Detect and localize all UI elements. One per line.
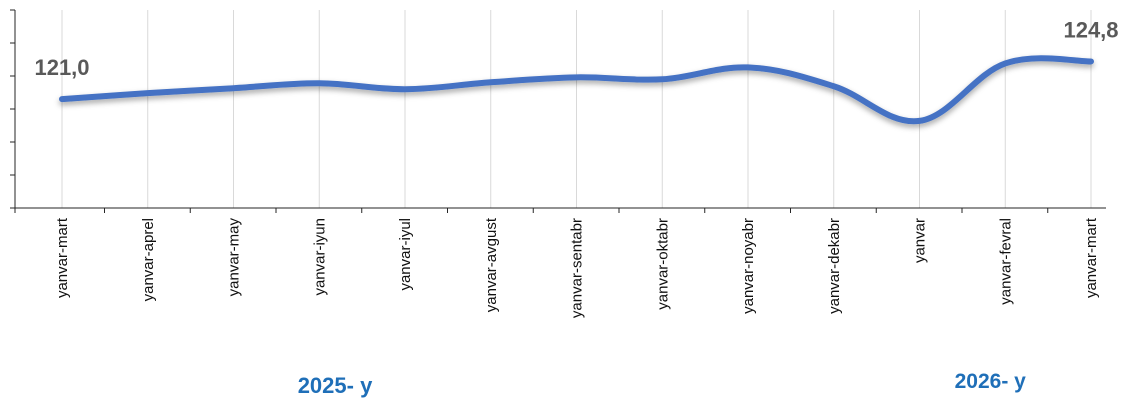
- x-tick-label: yanvar-noyabr: [740, 218, 757, 314]
- data-point: [233, 88, 234, 89]
- series-line: [59, 55, 1094, 125]
- x-tick-label: yanvar-mart: [54, 217, 71, 298]
- data-point: [833, 86, 834, 87]
- year-label: 2025- y: [298, 373, 373, 398]
- x-tick-label: yanvar: [912, 218, 929, 263]
- series: [59, 55, 1094, 125]
- data-point: [662, 79, 663, 80]
- labels: yanvar-mart yanvar-aprel yanvar-may yanvar-…: [34, 17, 1118, 398]
- year-label: 2026- y: [955, 370, 1027, 393]
- data-point: [748, 67, 749, 68]
- x-tick-label: yanvar-fevral: [997, 218, 1014, 305]
- x-tick-label: yanvar-iyul: [397, 218, 414, 291]
- data-point: [319, 83, 320, 84]
- data-point: [405, 89, 406, 90]
- data-point: [490, 82, 491, 83]
- x-tick-label: yanvar-iyun: [311, 218, 328, 296]
- gridlines: [61, 10, 1092, 208]
- data-point: [919, 120, 920, 121]
- data-point: [62, 99, 63, 100]
- x-tick-label: yanvar-aprel: [140, 218, 157, 301]
- data-point: [1091, 61, 1092, 62]
- data-point: [576, 77, 577, 78]
- data-label: 121,0: [34, 55, 89, 80]
- x-tick-label: yanvar-may: [226, 218, 243, 297]
- axes: [10, 9, 1106, 213]
- data-point: [147, 93, 148, 94]
- x-tick-label: yanvar-dekabr: [826, 218, 843, 314]
- x-tick-label: yanvar-sentabr: [569, 218, 586, 318]
- x-tick-label: yanvar-mart: [1083, 217, 1100, 298]
- x-tick-label: yanvar-oktabr: [654, 218, 671, 310]
- data-label: 124,8: [1063, 17, 1118, 42]
- x-tick-label: yanvar-avgust: [483, 217, 500, 312]
- data-point: [1005, 63, 1006, 64]
